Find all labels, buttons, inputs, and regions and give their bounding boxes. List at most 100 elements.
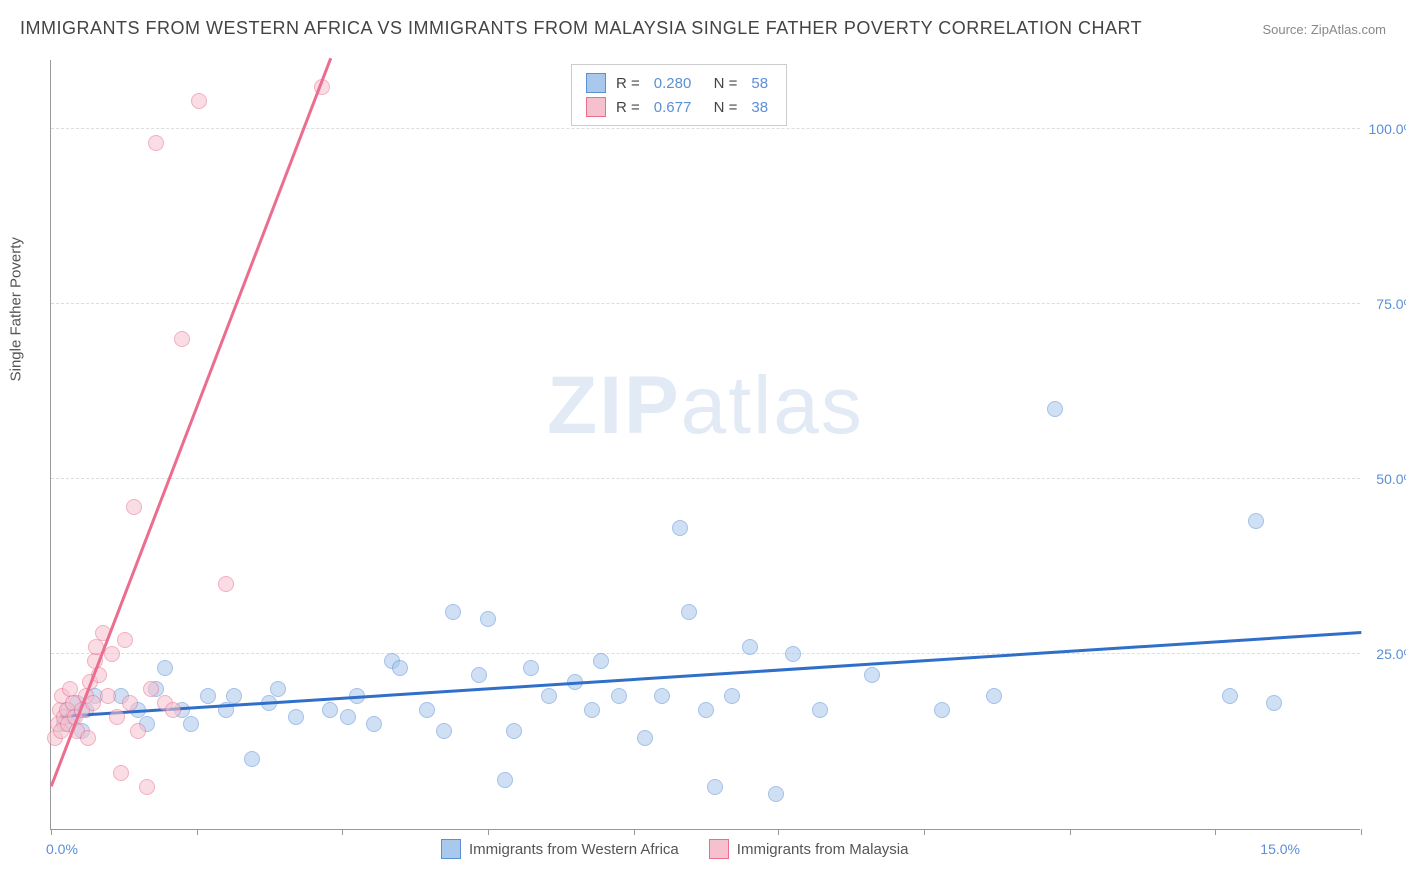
series-name: Immigrants from Malaysia xyxy=(737,841,909,858)
data-point xyxy=(1248,513,1264,529)
data-point xyxy=(100,688,116,704)
data-point xyxy=(419,702,435,718)
series-legend-item: Immigrants from Western Africa xyxy=(441,839,679,859)
data-point xyxy=(200,688,216,704)
data-point xyxy=(471,667,487,683)
x-tick xyxy=(342,829,343,835)
data-point xyxy=(523,660,539,676)
data-point xyxy=(218,576,234,592)
source-attribution: Source: ZipAtlas.com xyxy=(1262,22,1386,37)
data-point xyxy=(174,331,190,347)
data-point xyxy=(637,730,653,746)
x-tick xyxy=(51,829,52,835)
legend-row: R = 0.280 N = 58 xyxy=(586,71,772,95)
y-tick-label: 75.0% xyxy=(1376,296,1406,312)
data-point xyxy=(584,702,600,718)
data-point xyxy=(85,695,101,711)
data-point xyxy=(768,786,784,802)
x-tick xyxy=(778,829,779,835)
data-point xyxy=(244,751,260,767)
data-point xyxy=(165,702,181,718)
x-axis-max-label: 15.0% xyxy=(1260,841,1300,857)
data-point xyxy=(340,709,356,725)
data-point xyxy=(288,709,304,725)
data-point xyxy=(436,723,452,739)
legend-swatch xyxy=(586,97,606,117)
x-tick xyxy=(197,829,198,835)
data-point xyxy=(117,632,133,648)
data-point xyxy=(126,499,142,515)
y-axis-label: Single Father Poverty xyxy=(8,237,25,381)
data-point xyxy=(1222,688,1238,704)
y-tick-label: 25.0% xyxy=(1376,646,1406,662)
data-point xyxy=(864,667,880,683)
legend-r-label: R = xyxy=(616,99,640,116)
data-point xyxy=(392,660,408,676)
legend-n-value: 58 xyxy=(751,75,768,92)
data-point xyxy=(1266,695,1282,711)
data-point xyxy=(143,681,159,697)
data-point xyxy=(322,702,338,718)
x-axis-min-label: 0.0% xyxy=(46,841,78,857)
data-point xyxy=(183,716,199,732)
legend-row: R = 0.677 N = 38 xyxy=(586,95,772,119)
data-point xyxy=(593,653,609,669)
data-point xyxy=(934,702,950,718)
data-point xyxy=(191,93,207,109)
data-point xyxy=(654,688,670,704)
watermark: ZIPatlas xyxy=(547,359,864,453)
grid-line xyxy=(51,128,1360,129)
data-point xyxy=(113,765,129,781)
data-point xyxy=(724,688,740,704)
data-point xyxy=(130,723,146,739)
data-point xyxy=(611,688,627,704)
data-point xyxy=(109,709,125,725)
data-point xyxy=(80,730,96,746)
data-point xyxy=(104,646,120,662)
data-point xyxy=(480,611,496,627)
data-point xyxy=(270,681,286,697)
data-point xyxy=(681,604,697,620)
legend-r-value: 0.280 xyxy=(654,75,692,92)
series-legend: Immigrants from Western Africa Immigrants… xyxy=(441,839,908,859)
legend-n-value: 38 xyxy=(751,99,768,116)
grid-line xyxy=(51,303,1360,304)
legend-r-value: 0.677 xyxy=(654,99,692,116)
data-point xyxy=(541,688,557,704)
data-point xyxy=(497,772,513,788)
legend-n-label: N = xyxy=(705,75,737,92)
data-point xyxy=(157,660,173,676)
y-tick-label: 100.0% xyxy=(1369,121,1406,137)
scatter-plot-area: Single Father Poverty ZIPatlas R = 0.280… xyxy=(50,60,1360,830)
data-point xyxy=(812,702,828,718)
data-point xyxy=(226,688,242,704)
legend-r-label: R = xyxy=(616,75,640,92)
data-point xyxy=(506,723,522,739)
x-tick xyxy=(1070,829,1071,835)
data-point xyxy=(785,646,801,662)
x-tick xyxy=(1215,829,1216,835)
x-tick xyxy=(1361,829,1362,835)
grid-line xyxy=(51,478,1360,479)
trend-line xyxy=(50,57,332,786)
correlation-legend: R = 0.280 N = 58R = 0.677 N = 38 xyxy=(571,64,787,126)
series-legend-item: Immigrants from Malaysia xyxy=(709,839,909,859)
y-tick-label: 50.0% xyxy=(1376,471,1406,487)
legend-swatch xyxy=(441,839,461,859)
data-point xyxy=(366,716,382,732)
data-point xyxy=(1047,401,1063,417)
chart-title: IMMIGRANTS FROM WESTERN AFRICA VS IMMIGR… xyxy=(20,18,1142,39)
legend-n-label: N = xyxy=(705,99,737,116)
series-name: Immigrants from Western Africa xyxy=(469,841,679,858)
grid-line xyxy=(51,653,1360,654)
x-tick xyxy=(488,829,489,835)
data-point xyxy=(742,639,758,655)
legend-swatch xyxy=(709,839,729,859)
data-point xyxy=(122,695,138,711)
data-point xyxy=(698,702,714,718)
data-point xyxy=(672,520,688,536)
x-tick xyxy=(924,829,925,835)
x-tick xyxy=(634,829,635,835)
legend-swatch xyxy=(586,73,606,93)
data-point xyxy=(148,135,164,151)
